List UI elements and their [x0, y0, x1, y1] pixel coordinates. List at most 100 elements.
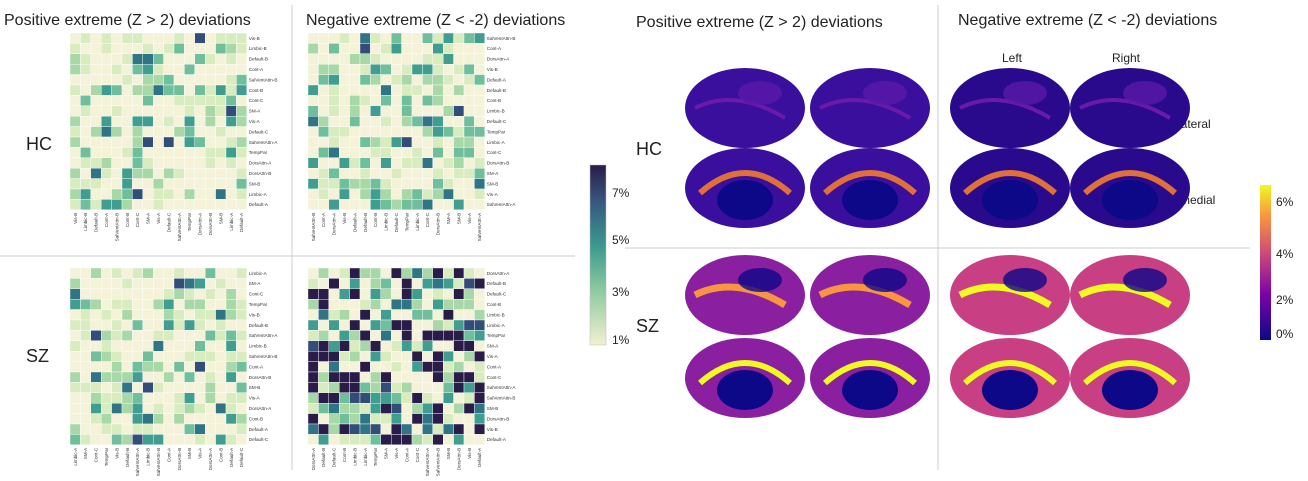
column-label: DorsAttn-B [177, 448, 182, 470]
heatmap-cell [216, 85, 226, 95]
heatmap-cell [391, 64, 401, 74]
heatmap-cell [370, 434, 380, 444]
heatmap-cell [153, 179, 163, 189]
panel-title: Negative extreme (Z < -2) deviations [958, 12, 1217, 29]
heatmap-cell [101, 403, 111, 413]
heatmap-cell [226, 168, 236, 178]
heatmap-cell [350, 403, 360, 413]
row-label: Default-A [487, 437, 507, 442]
heatmap-cell [226, 382, 236, 392]
heatmap-cell [443, 351, 453, 361]
heatmap-cell [195, 299, 205, 309]
heatmap-cell [318, 330, 328, 340]
heatmap-cell [443, 403, 453, 413]
heatmap-cell [464, 75, 474, 85]
heatmap-cell [70, 54, 80, 64]
heatmap-cell [454, 278, 464, 288]
heatmap-cell [318, 362, 328, 372]
heatmap-cell [70, 382, 80, 392]
heatmap-cell [360, 189, 370, 199]
heatmap-cell [164, 33, 174, 43]
heatmap-cell [402, 43, 412, 53]
heatmap-cell [464, 351, 474, 361]
heatmap-cell [143, 95, 153, 105]
heatmap-cell [433, 414, 443, 424]
heatmap-cell [226, 75, 236, 85]
heatmap-cell [91, 106, 101, 116]
row-label: Limbic-B [249, 46, 267, 51]
heatmap-cell [474, 106, 484, 116]
column-label: Limbic-B [352, 448, 357, 466]
heatmap-cell [422, 189, 432, 199]
heatmap-cell [91, 299, 101, 309]
heatmap-cell [339, 351, 349, 361]
heatmap-cell [381, 351, 391, 361]
heatmap-cell [381, 179, 391, 189]
heatmap-cell [226, 127, 236, 137]
heatmap-cell [122, 299, 132, 309]
heatmap-cell [391, 268, 401, 278]
heatmap-cell [236, 95, 246, 105]
heatmap-cell [174, 362, 184, 372]
heatmap-cell [70, 147, 80, 157]
heatmap-cell [216, 168, 226, 178]
row-label: TempPar [249, 150, 268, 155]
heatmap-cell [464, 268, 474, 278]
heatmap-cell [112, 299, 122, 309]
heatmap-cell [122, 434, 132, 444]
heatmap-cell [101, 299, 111, 309]
heatmap-cell [184, 158, 194, 168]
heatmap-cell [70, 341, 80, 351]
heatmap-cell [195, 351, 205, 361]
heatmap-cell [329, 372, 339, 382]
heatmap-cell [308, 116, 318, 126]
heatmap-cell [412, 64, 422, 74]
heatmap-cell [391, 351, 401, 361]
heatmap-cell [454, 106, 464, 116]
brain-region [738, 268, 782, 292]
heatmap-cell [308, 299, 318, 309]
heatmap-cell [412, 341, 422, 351]
heatmap-cell [91, 330, 101, 340]
heatmap-cell [184, 33, 194, 43]
heatmap-cell [216, 116, 226, 126]
heatmap-cell [236, 341, 246, 351]
heatmap-cell [101, 158, 111, 168]
heatmap-cell [318, 393, 328, 403]
heatmap-cell [381, 75, 391, 85]
heatmap-cell [80, 372, 90, 382]
heatmap-cell [433, 310, 443, 320]
heatmap-cell [91, 95, 101, 105]
row-label: DorsAttn-A [249, 406, 272, 411]
heatmap-cell [70, 64, 80, 74]
heatmap-cell [360, 64, 370, 74]
column-label: SM-A [146, 212, 151, 224]
heatmap-cell [339, 289, 349, 299]
group-label: HC [636, 139, 662, 159]
heatmap-cell [402, 310, 412, 320]
heatmap-cell [226, 116, 236, 126]
heatmap-cell [174, 278, 184, 288]
colorbar-tick-label: 0% [1276, 327, 1294, 341]
heatmap-cell [195, 199, 205, 209]
column-label: Default-C [332, 447, 337, 467]
column-label: SM-B [187, 448, 192, 459]
heatmap-cell [184, 106, 194, 116]
heatmap-cell [412, 424, 422, 434]
heatmap-cell [308, 268, 318, 278]
heatmap-cell [391, 33, 401, 43]
heatmap-cell [70, 106, 80, 116]
heatmap-cell [80, 75, 90, 85]
heatmap-cell [216, 320, 226, 330]
heatmap-cell [236, 75, 246, 85]
heatmap-cell [216, 403, 226, 413]
heatmap-cell [195, 116, 205, 126]
heatmap-cell [329, 147, 339, 157]
heatmaps: Vis-BVis-BLimbic-BLimbic-BDefault-BDefau… [70, 33, 516, 476]
heatmap-cell [164, 116, 174, 126]
heatmap-cell [132, 320, 142, 330]
column-label: Default-B [321, 448, 326, 467]
heatmap-cell [454, 158, 464, 168]
heatmap-cell [318, 199, 328, 209]
heatmap-cell [350, 330, 360, 340]
